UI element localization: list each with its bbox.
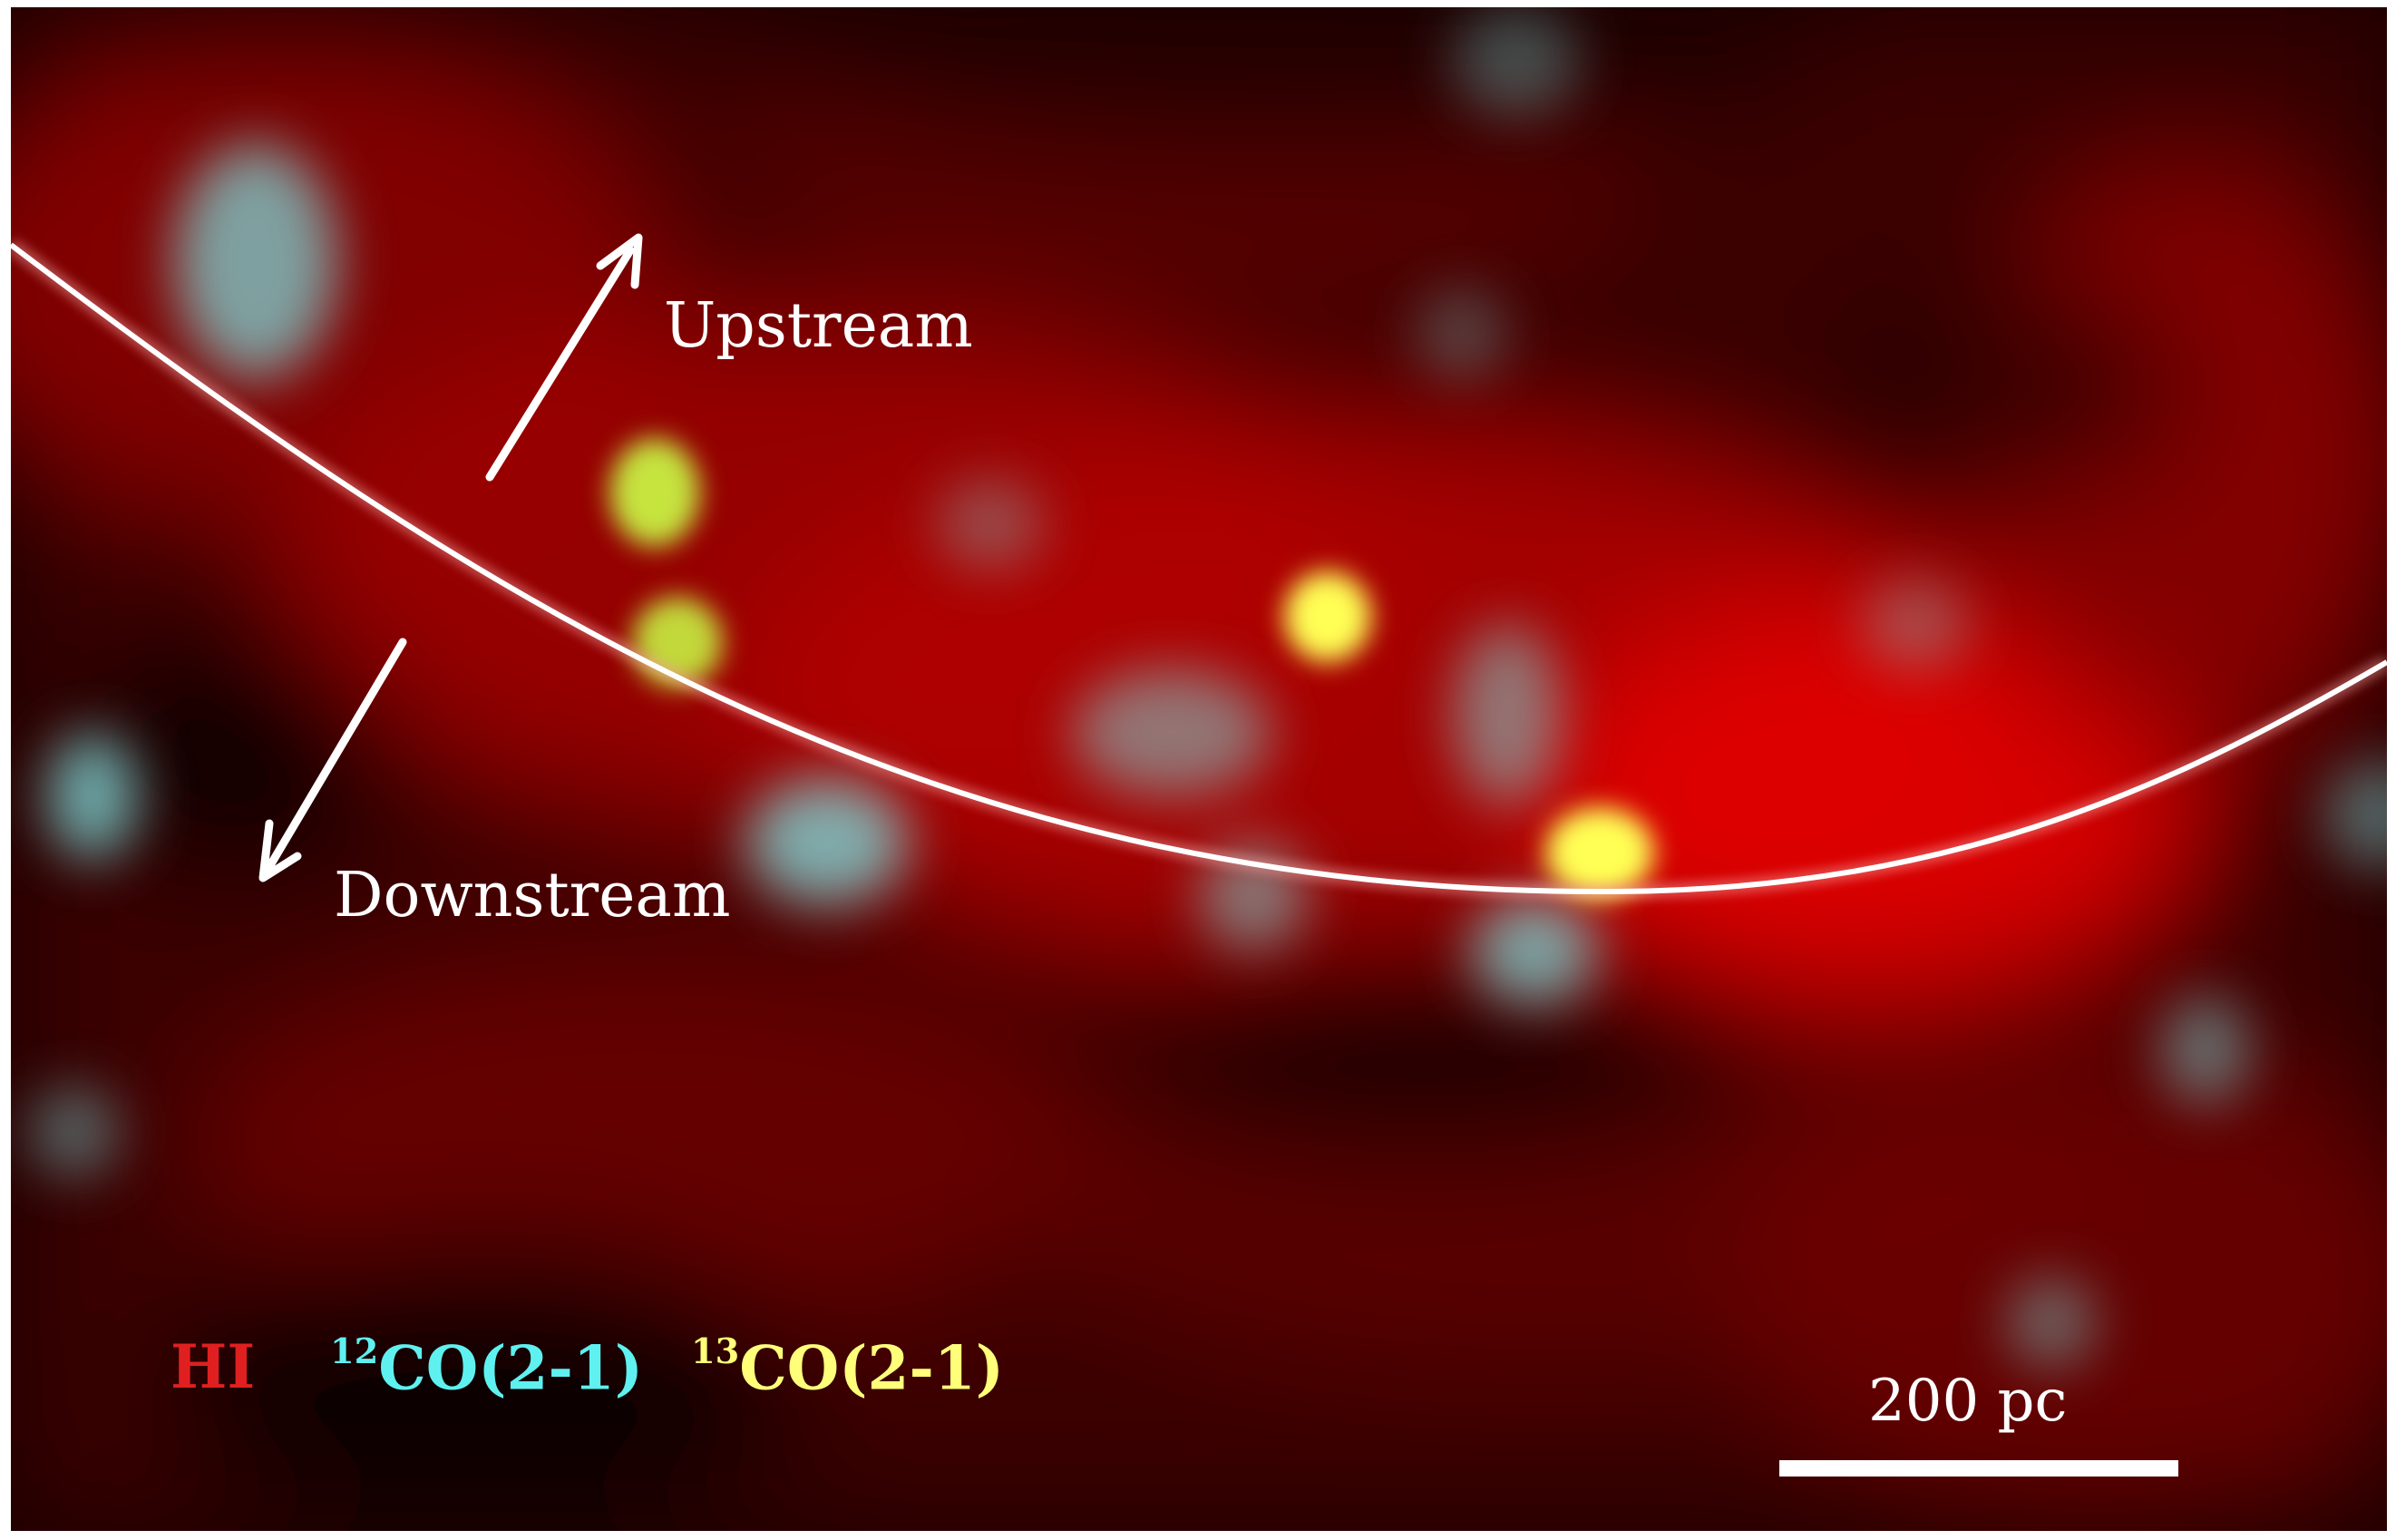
legend-co12-isotope: 12 [330, 1331, 379, 1372]
legend-co12: 12CO(2-1) [330, 1331, 643, 1404]
downstream-label: Downstream [334, 860, 731, 931]
legend-co13-isotope: 13 [691, 1331, 740, 1372]
upstream-arrow [485, 233, 643, 482]
emission-map-canvas [11, 7, 2387, 1531]
scale-bar-label: 200 pc [1868, 1368, 2068, 1435]
scale-bar [1779, 1460, 2178, 1477]
emission-map: Upstream Downstream HI 12CO(2-1) 13CO(2-… [11, 7, 2387, 1531]
legend-co13: 13CO(2-1) [691, 1331, 1004, 1404]
upstream-label: Upstream [664, 290, 973, 362]
legend-hi: HI [170, 1331, 256, 1402]
legend-co12-text: CO(2-1) [378, 1332, 643, 1404]
downstream-arrow [258, 638, 407, 882]
legend-co13-text: CO(2-1) [739, 1332, 1004, 1404]
hi-emission-layer [11, 7, 2387, 1531]
spiral-arm-curve [11, 239, 2387, 900]
co13-emission-layer [609, 438, 1654, 898]
co12-emission-layer [29, 7, 2387, 1368]
